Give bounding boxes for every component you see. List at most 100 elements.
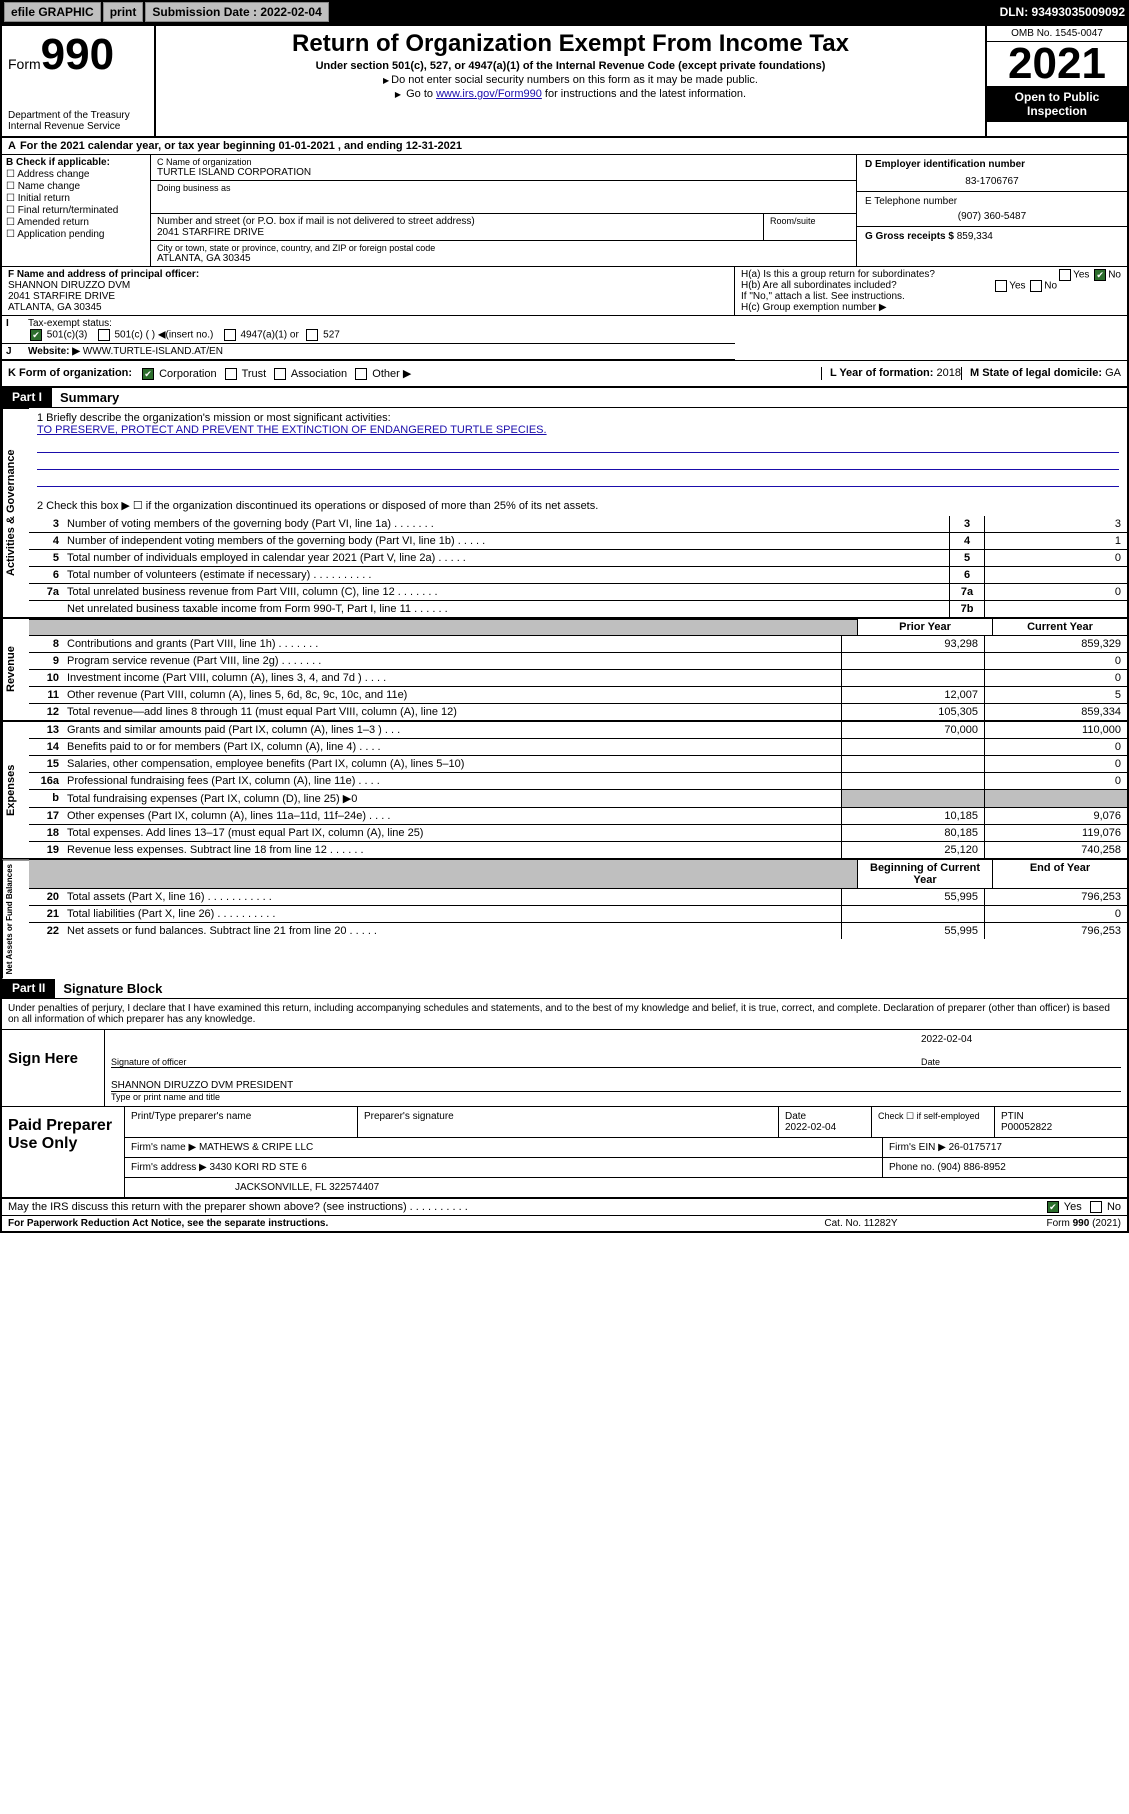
gov-line-6: 6 Total number of volunteers (estimate i… (29, 566, 1127, 583)
line-num: 10 (29, 670, 63, 686)
chk-final-return[interactable]: ☐ Final return/terminated (6, 205, 146, 216)
line-value (984, 601, 1127, 617)
header-mid: Return of Organization Exempt From Incom… (156, 26, 985, 136)
line-num: b (29, 790, 63, 807)
chk-initial-return[interactable]: ☐ Initial return (6, 193, 146, 204)
chk-association[interactable] (274, 368, 286, 380)
website-row: Website: ▶ WWW.TURTLE-ISLAND.AT/EN (24, 344, 735, 359)
chk-527[interactable] (306, 329, 318, 341)
vlabel-revenue: Revenue (2, 618, 29, 720)
goto-pre: Go to (406, 88, 436, 100)
current-value: 0 (984, 756, 1127, 772)
chk-address-change[interactable]: ☐ Address change (6, 169, 146, 180)
l-year-formation: L Year of formation: 2018 (821, 367, 961, 380)
line-text: Contributions and grants (Part VIII, lin… (63, 636, 841, 652)
summary-expenses: Expenses 13 Grants and similar amounts p… (2, 721, 1127, 859)
chk-501c[interactable] (98, 329, 110, 341)
line-text: Total unrelated business revenue from Pa… (63, 584, 949, 600)
ha-no-box[interactable] (1094, 269, 1106, 281)
chk-name-change[interactable]: ☐ Name change (6, 181, 146, 192)
rev-hdr-spacer (29, 619, 857, 635)
goto-post: for instructions and the latest informat… (542, 88, 746, 100)
chk-501c3[interactable] (30, 329, 42, 341)
line-value: 3 (984, 516, 1127, 532)
sig-date-label: Date (921, 1057, 1121, 1067)
city-value: ATLANTA, GA 30345 (157, 253, 850, 264)
sign-here-section: Sign Here 2022-02-04 Signature of office… (2, 1030, 1127, 1107)
hb-label: H(b) Are all subordinates included? (741, 280, 897, 291)
part-2-title: Signature Block (55, 979, 170, 998)
current-value: 0 (984, 773, 1127, 789)
chk-corporation[interactable] (142, 368, 154, 380)
prior-value (841, 906, 984, 922)
discuss-no-box[interactable] (1090, 1201, 1102, 1213)
line-ref: 3 (949, 516, 984, 532)
penalty-statement: Under penalties of perjury, I declare th… (2, 999, 1127, 1030)
current-value: 796,253 (984, 923, 1127, 939)
chk-4947[interactable] (224, 329, 236, 341)
street-row: Number and street (or P.O. box if mail i… (151, 214, 856, 241)
line-num: 5 (29, 550, 63, 566)
line-text: Other revenue (Part VIII, column (A), li… (63, 687, 841, 703)
prior-value: 12,007 (841, 687, 984, 703)
line-text: Total number of individuals employed in … (63, 550, 949, 566)
line-num: 18 (29, 825, 63, 841)
print-button[interactable]: print (103, 2, 144, 22)
line-num: 4 (29, 533, 63, 549)
irs-discuss-row: May the IRS discuss this return with the… (2, 1199, 1127, 1216)
mission-text[interactable]: TO PRESERVE, PROTECT AND PREVENT THE EXT… (37, 424, 547, 436)
line-16a: 16a Professional fundraising fees (Part … (29, 772, 1127, 789)
current-value: 119,076 (984, 825, 1127, 841)
line-num: 9 (29, 653, 63, 669)
firm-addr2-cell: JACKSONVILLE, FL 322574407 (125, 1178, 1127, 1197)
line-ref: 4 (949, 533, 984, 549)
org-name: TURTLE ISLAND CORPORATION (157, 167, 850, 178)
part-2-badge: Part II (2, 979, 55, 998)
chk-amended-return[interactable]: ☐ Amended return (6, 217, 146, 228)
hb-note: If "No," attach a list. See instructions… (741, 291, 1121, 302)
prep-firm-addr-row: Firm's address ▶ 3430 KORI RD STE 6 Phon… (125, 1158, 1127, 1178)
form-label: Form (8, 56, 41, 72)
phone-label: E Telephone number (865, 196, 1119, 207)
hb-yes-box[interactable] (995, 280, 1007, 292)
col-d-e-g: D Employer identification number 83-1706… (856, 155, 1127, 266)
website-value: WWW.TURTLE-ISLAND.AT/EN (83, 346, 223, 357)
line-text: Total liabilities (Part X, line 26) . . … (63, 906, 841, 922)
discuss-yes-box[interactable] (1047, 1201, 1059, 1213)
sig-officer-label: Signature of officer (111, 1057, 921, 1067)
prior-value: 10,185 (841, 808, 984, 824)
chk-application-pending[interactable]: ☐ Application pending (6, 229, 146, 240)
line-18: 18 Total expenses. Add lines 13–17 (must… (29, 824, 1127, 841)
form-subtitle-1: Under section 501(c), 527, or 4947(a)(1)… (162, 60, 979, 72)
current-value: 859,329 (984, 636, 1127, 652)
irs-link[interactable]: www.irs.gov/Form990 (436, 88, 542, 100)
revenue-body: Prior Year Current Year 8 Contributions … (29, 618, 1127, 720)
prep-firm-name-row: Firm's name ▶ MATHEWS & CRIPE LLC Firm's… (125, 1138, 1127, 1158)
prior-value: 70,000 (841, 722, 984, 738)
line-text: Number of independent voting members of … (63, 533, 949, 549)
street-cell: Number and street (or P.O. box if mail i… (151, 214, 764, 240)
paid-preparer-label: Paid Preparer Use Only (2, 1107, 125, 1197)
m-state-domicile: M State of legal domicile: GA (961, 367, 1121, 380)
ein-cell: D Employer identification number 83-1706… (857, 155, 1127, 192)
chk-other[interactable] (355, 368, 367, 380)
discuss-yes-no: Yes No (1045, 1201, 1121, 1213)
line-text: Net assets or fund balances. Subtract li… (63, 923, 841, 939)
summary-governance: Activities & Governance 1 Briefly descri… (2, 408, 1127, 618)
hb-no-box[interactable] (1030, 280, 1042, 292)
mission-underline (37, 438, 1119, 453)
ha-yes-box[interactable] (1059, 269, 1071, 281)
line-20: 20 Total assets (Part X, line 16) . . . … (29, 888, 1127, 905)
begin-year-hdr: Beginning of Current Year (857, 860, 992, 888)
gov-line-7a: 7a Total unrelated business revenue from… (29, 583, 1127, 600)
tax-exempt-status: Tax-exempt status: 501(c)(3) 501(c) ( ) … (24, 316, 735, 343)
form-header: Form990 Department of the Treasury Inter… (2, 26, 1127, 138)
line-14: 14 Benefits paid to or for members (Part… (29, 738, 1127, 755)
current-value: 0 (984, 653, 1127, 669)
gross-receipts-value: 859,334 (957, 231, 993, 242)
line-text: Total revenue—add lines 8 through 11 (mu… (63, 704, 841, 720)
efile-graphic-button[interactable]: efile GRAPHIC (4, 2, 101, 22)
chk-trust[interactable] (225, 368, 237, 380)
line-text: Total expenses. Add lines 13–17 (must eq… (63, 825, 841, 841)
prior-value (841, 790, 984, 807)
